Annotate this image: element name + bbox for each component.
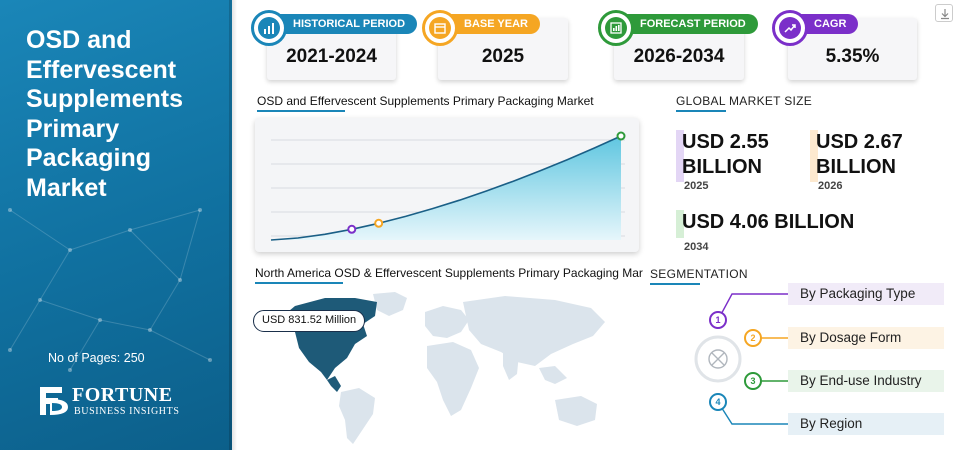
card-icon-holder — [598, 10, 634, 46]
global-market-size-underline — [676, 110, 726, 112]
download-icon — [941, 9, 949, 20]
title-line: Market — [26, 173, 107, 202]
map-europe — [425, 306, 469, 338]
card-forecast-period: FORECAST PERIOD 2026-2034 — [598, 10, 758, 80]
global-market-size-title: GLOBAL MARKET SIZE — [676, 94, 813, 108]
card-base-year: BASE YEAR 2025 — [422, 10, 568, 80]
stat-accent-bar — [676, 210, 684, 238]
stat-amount-line: USD 2.67 — [816, 131, 903, 153]
stat-year: 2026 — [818, 180, 843, 192]
map-southeast-asia — [539, 366, 567, 384]
chart-box — [255, 118, 639, 252]
stat-amount-line: BILLION — [816, 156, 896, 178]
north-america-value-badge: USD 831.52 Million — [253, 310, 366, 332]
title-line: Effervescent — [26, 55, 177, 84]
logo-mark-icon — [40, 387, 68, 415]
title-line: Packaging — [26, 144, 152, 172]
stat-accent-bar — [676, 130, 684, 182]
segmentation-connectors — [694, 293, 788, 425]
chart-series-line — [270, 135, 622, 241]
stat-amount: USD 2.67 BILLION — [816, 130, 903, 180]
area-chart — [270, 131, 626, 241]
calendar-icon — [429, 17, 451, 39]
stat-year: 2025 — [684, 180, 709, 192]
title-line: Supplements — [26, 85, 183, 113]
segment-number-4: 4 — [709, 393, 727, 411]
segmentation-title: SEGMENTATION — [650, 267, 748, 281]
segment-by-packaging-type: By Packaging Type — [788, 283, 944, 305]
segment-number-2: 2 — [744, 329, 762, 347]
card-label: FORECAST PERIOD — [608, 14, 758, 34]
chart-title: OSD and Effervescent Supplements Primary… — [257, 94, 594, 108]
card-value: 5.35% — [825, 46, 880, 67]
card-value: 2026-2034 — [633, 46, 725, 67]
chart-marker — [347, 224, 357, 234]
card-label: HISTORICAL PERIOD — [261, 14, 418, 34]
segment-by-region: By Region — [788, 413, 944, 435]
map-greenland — [373, 292, 407, 316]
map-title-underline — [255, 282, 343, 284]
map-south-america — [339, 388, 375, 444]
stat-amount: USD 4.06 BILLION — [682, 211, 855, 233]
title-line: Primary — [26, 114, 120, 143]
map-australia — [555, 396, 597, 426]
panel-shadow — [229, 0, 237, 450]
card-value: 2021-2024 — [286, 46, 377, 67]
logo-word-fortune: FORTUNE — [72, 384, 173, 406]
growth-icon — [779, 17, 801, 39]
bar-chart-icon — [258, 17, 280, 39]
chart-marker — [616, 131, 626, 141]
segment-by-end-use-industry: By End-use Industry — [788, 370, 944, 392]
map-africa — [427, 342, 479, 416]
main-title: OSD and Effervescent Supplements Primary… — [26, 26, 226, 203]
map-title: North America OSD & Effervescent Supplem… — [255, 266, 643, 280]
map-asia — [463, 296, 605, 366]
segment-number-3: 3 — [744, 372, 762, 390]
card-label: BASE YEAR — [432, 14, 540, 34]
chart-title-underline — [257, 110, 345, 112]
segment-by-dosage-form: By Dosage Form — [788, 327, 944, 349]
card-cagr: CAGR 5.35% — [772, 10, 917, 80]
forecast-chart-icon — [605, 17, 627, 39]
stat-amount-line: BILLION — [682, 156, 762, 178]
left-panel: OSD and Effervescent Supplements Primary… — [0, 0, 232, 450]
card-icon-holder — [772, 10, 808, 46]
map-central-america — [327, 376, 341, 392]
stat-year: 2034 — [684, 241, 709, 253]
pages-count: No of Pages: 250 — [48, 351, 145, 365]
chart-marker — [374, 218, 384, 228]
title-line: OSD and — [26, 26, 132, 54]
segmentation-hub-icon — [708, 349, 728, 369]
map-india — [503, 352, 519, 380]
fortune-logo[interactable]: FORTUNE BUSINESS INSIGHTS — [38, 384, 208, 420]
segmentation-underline — [650, 283, 700, 285]
segment-number-1: 1 — [709, 311, 727, 329]
card-historical-period: HISTORICAL PERIOD 2021-2024 — [251, 10, 418, 80]
network-pattern — [8, 208, 212, 372]
stat-amount: USD 2.55 BILLION — [682, 130, 769, 180]
card-value: 2025 — [481, 46, 525, 67]
card-icon-holder — [422, 10, 458, 46]
stat-amount-line: USD 2.55 — [682, 131, 769, 153]
stat-accent-bar — [810, 130, 818, 182]
logo-word-business-insights: BUSINESS INSIGHTS — [74, 406, 180, 417]
download-button[interactable] — [935, 4, 953, 22]
card-icon-holder — [251, 10, 287, 46]
chart-area-fill — [271, 136, 621, 240]
